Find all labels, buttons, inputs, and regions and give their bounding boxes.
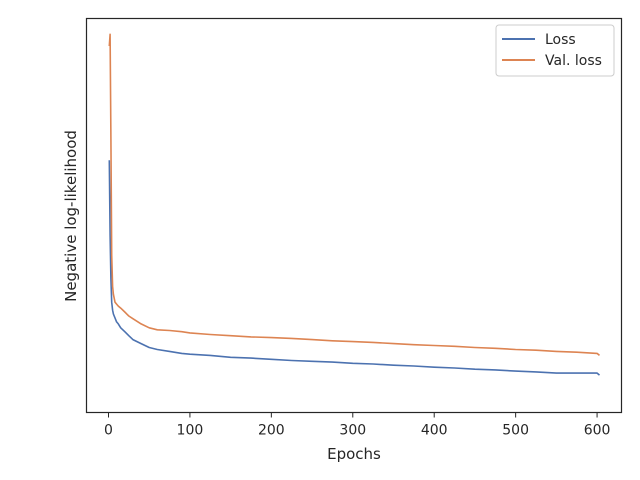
legend: Loss Val. loss — [495, 24, 615, 77]
x-axis: 0 100 200 300 400 500 600 — [104, 412, 611, 439]
y-axis-label: Negative log-likelihood — [62, 130, 80, 302]
series-line-loss — [108, 160, 601, 376]
x-tick-label: 100 — [177, 423, 204, 439]
legend-label-loss: Loss — [545, 32, 576, 48]
x-tick-label: 400 — [421, 423, 448, 439]
series-line-val-loss — [108, 33, 601, 357]
series-layer — [108, 33, 601, 376]
legend-frame — [495, 24, 615, 77]
x-tick-label: 0 — [104, 423, 113, 439]
x-tick-label: 300 — [339, 423, 366, 439]
plot-frame — [85, 17, 623, 414]
x-axis-label: Epochs — [327, 445, 381, 463]
x-tick-label: 600 — [584, 423, 611, 439]
legend-label-val-loss: Val. loss — [545, 53, 602, 69]
x-tick-label: 200 — [258, 423, 285, 439]
x-tick-label: 500 — [502, 423, 529, 439]
